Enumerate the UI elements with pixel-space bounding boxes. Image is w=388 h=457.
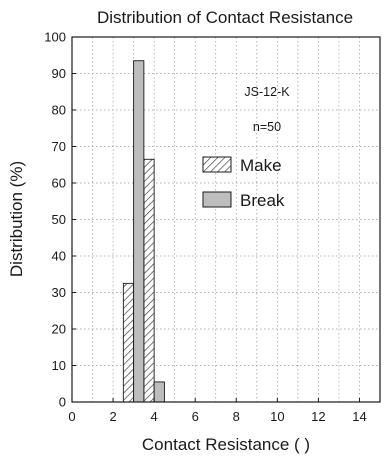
chart-title: Distribution of Contact Resistance <box>97 8 353 27</box>
y-tick-label: 70 <box>52 139 66 154</box>
y-tick-label: 10 <box>52 358 66 373</box>
annotation-model: JS-12-K <box>244 85 290 99</box>
x-tick-label: 10 <box>270 409 284 424</box>
bars <box>122 60 165 403</box>
x-tick-label: 8 <box>233 409 240 424</box>
bar-make <box>143 158 155 403</box>
legend-swatch-make <box>202 156 232 173</box>
y-tick-label: 60 <box>52 176 66 191</box>
grid-lines <box>72 37 380 402</box>
x-tick-label: 6 <box>192 409 199 424</box>
y-tick-label: 30 <box>52 285 66 300</box>
x-tick-label: 0 <box>68 409 75 424</box>
x-tick-label: 14 <box>352 409 366 424</box>
x-tick-label: 12 <box>311 409 325 424</box>
legend-label-make: Make <box>240 156 282 175</box>
y-tick-label: 50 <box>52 212 66 227</box>
x-axis-label: Contact Resistance ( ) <box>142 435 310 454</box>
legend-label-break: Break <box>240 191 285 210</box>
annotation-sample-size: n=50 <box>253 120 281 134</box>
x-tick-label: 2 <box>109 409 116 424</box>
bar-make <box>122 282 135 403</box>
y-tick-labels: 0 10 20 30 40 50 60 70 80 90 100 <box>44 30 76 410</box>
y-tick-label: 0 <box>59 395 66 410</box>
x-tick-labels: 0 2 4 6 8 10 12 14 <box>68 398 367 424</box>
y-tick-label: 90 <box>52 66 66 81</box>
y-tick-label: 40 <box>52 249 66 264</box>
y-tick-label: 20 <box>52 322 66 337</box>
bar-break <box>153 381 165 403</box>
plot-frame <box>71 36 381 403</box>
x-tick-label: 4 <box>151 409 158 424</box>
y-tick-label: 80 <box>52 103 66 118</box>
y-tick-label: 100 <box>44 30 66 45</box>
bar-break <box>133 60 145 403</box>
legend-swatch-break <box>202 191 232 208</box>
y-axis-label: Distribution (%) <box>7 161 26 277</box>
